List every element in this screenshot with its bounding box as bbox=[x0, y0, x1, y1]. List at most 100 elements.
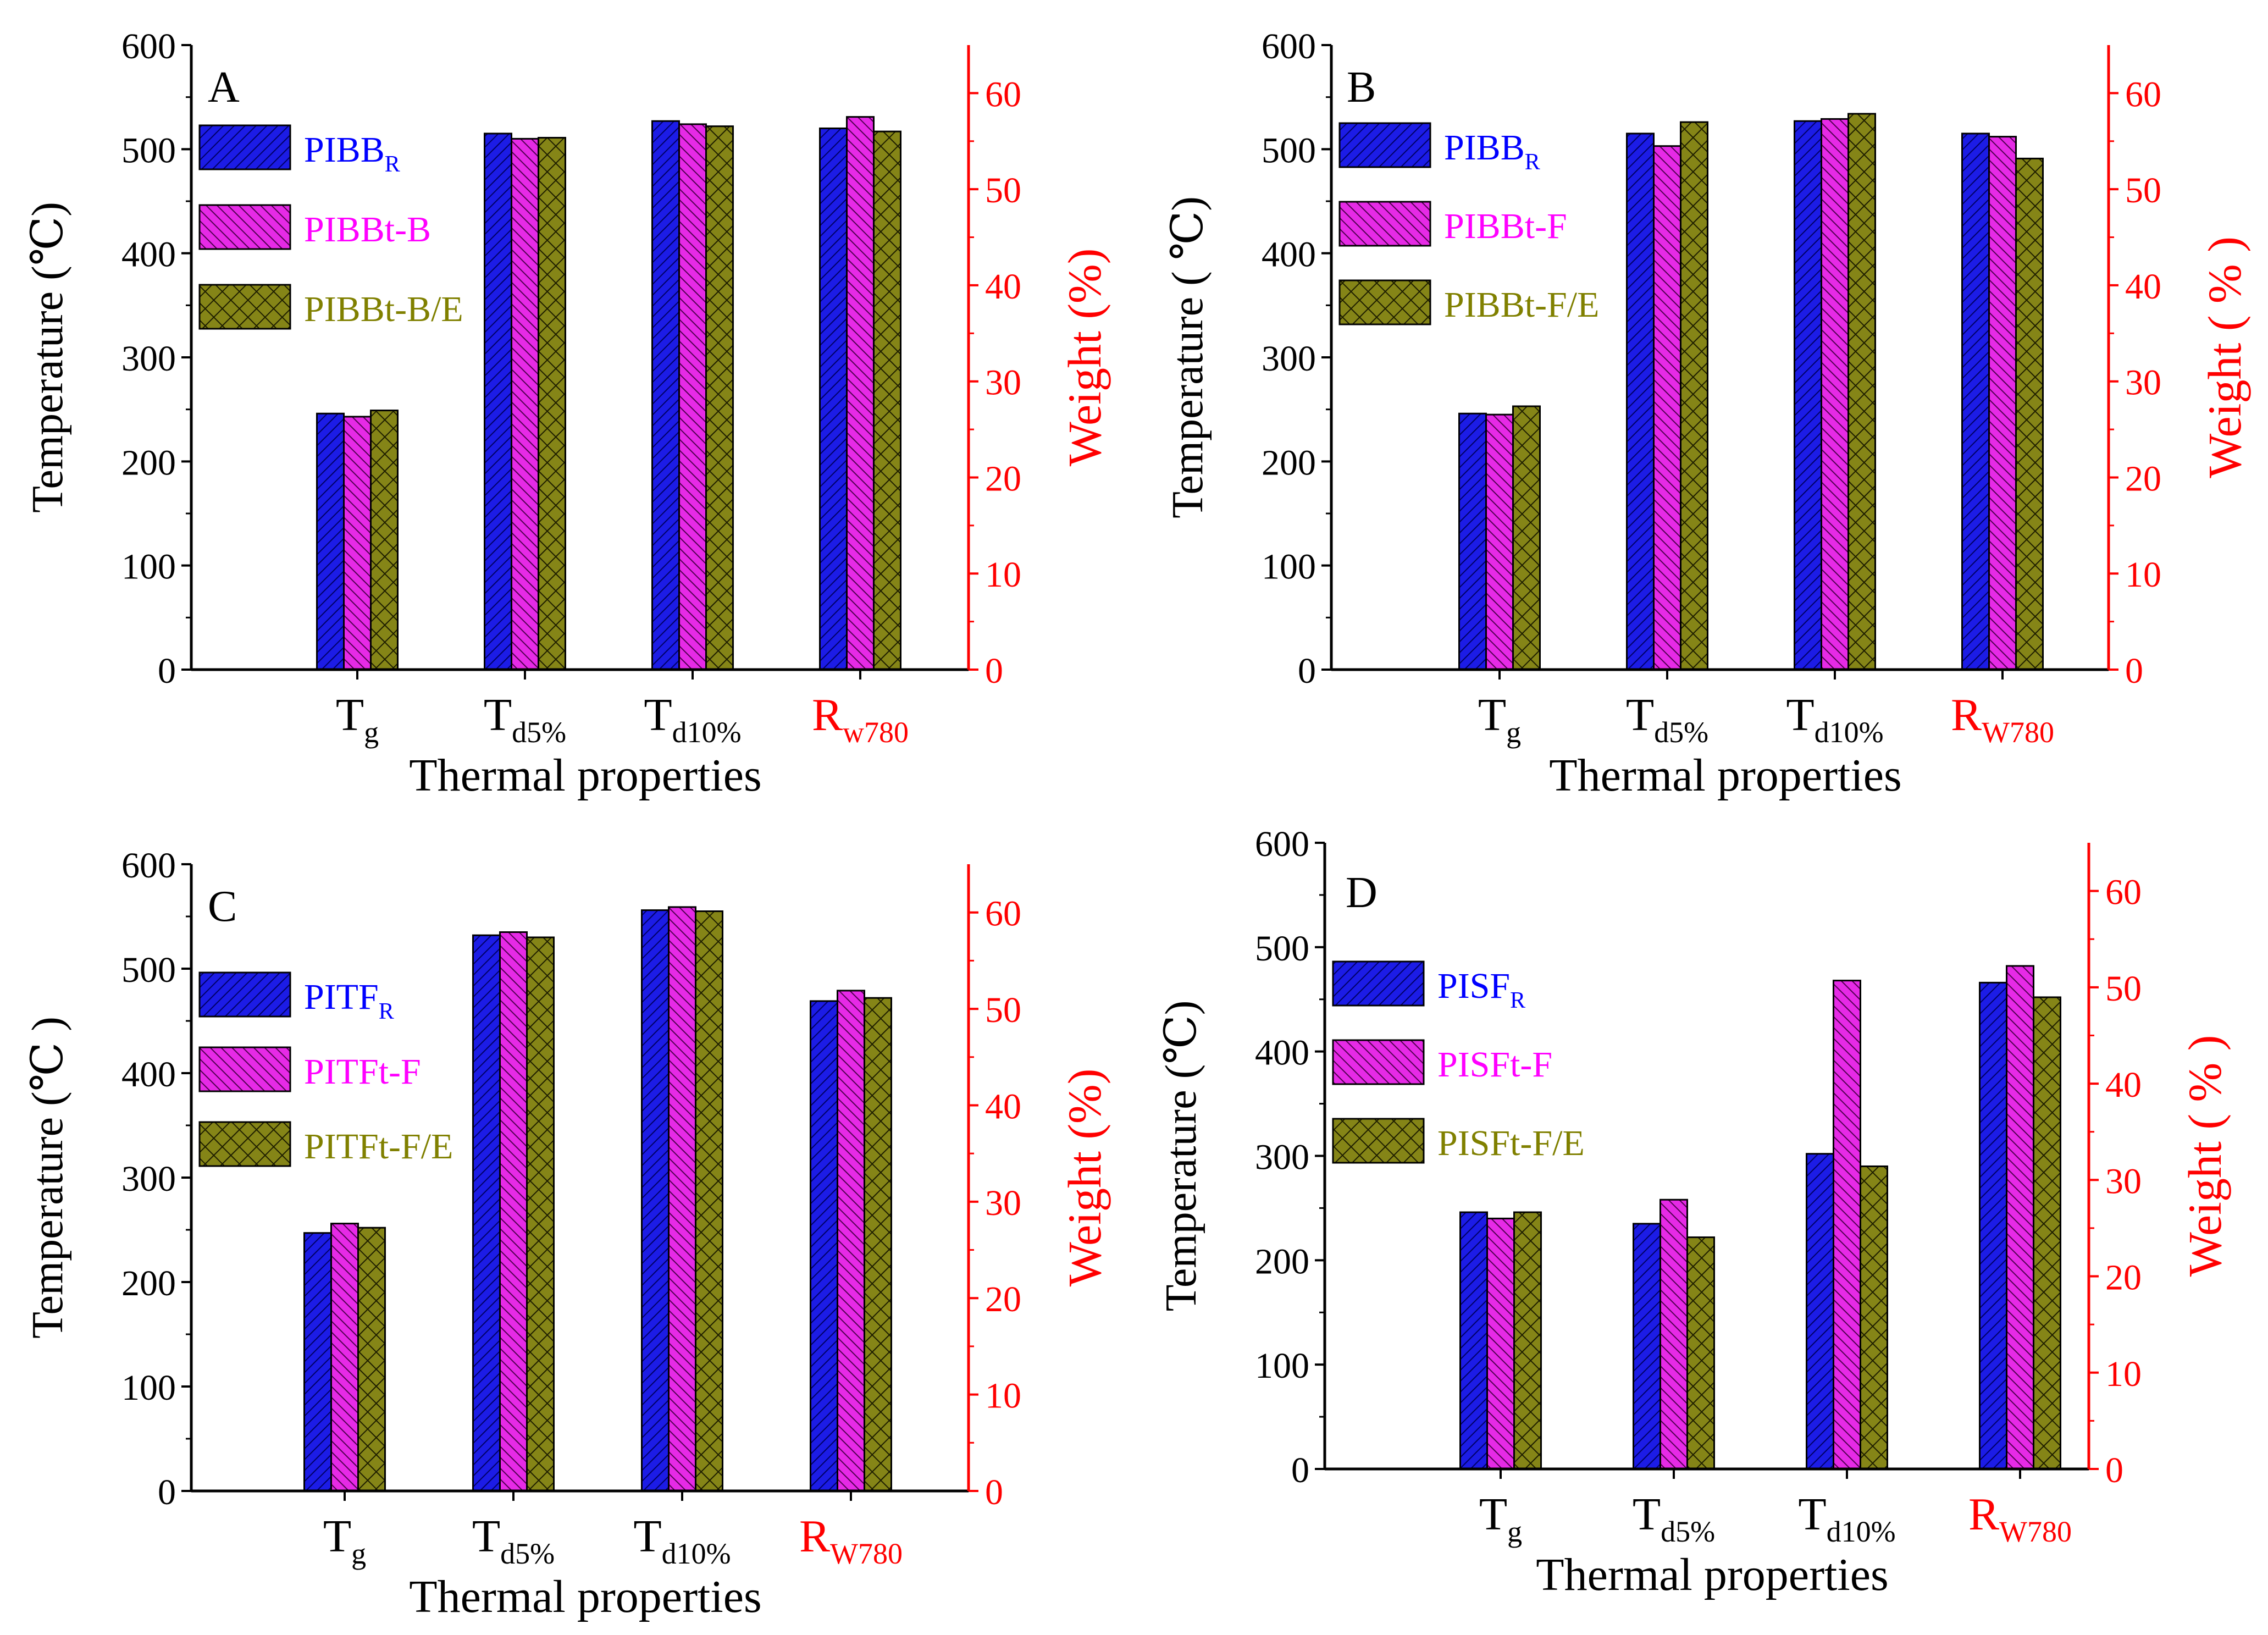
left-y-tick-label: 0 bbox=[1291, 1450, 1309, 1490]
bar-d-s3-c4 bbox=[2033, 996, 2061, 1470]
legend-swatch-2 bbox=[198, 204, 291, 250]
left-y-tick-label: 600 bbox=[121, 26, 176, 67]
legend-sub: R bbox=[1525, 150, 1540, 175]
right-y-tick-label: 20 bbox=[2105, 1258, 2142, 1298]
legend-name: PIBBt-B bbox=[304, 209, 431, 250]
legend-name: PITFt-F bbox=[304, 1052, 421, 1092]
right-y-tick-label: 10 bbox=[2125, 555, 2161, 595]
left-y-tick-label: 100 bbox=[121, 547, 176, 587]
x-axis-title: Thermal properties bbox=[409, 1571, 761, 1622]
bar-c-s1-c1 bbox=[303, 1232, 332, 1492]
legend-swatch-1 bbox=[198, 124, 291, 170]
left-y-tick-label: 200 bbox=[121, 443, 176, 483]
legend-swatch-2 bbox=[1332, 1039, 1425, 1085]
right-y-tick-label: 50 bbox=[2105, 969, 2142, 1009]
legend-name: PIBB bbox=[1444, 128, 1525, 168]
x-tick-main: R bbox=[1951, 689, 1982, 741]
x-tick-label-1: Tg bbox=[336, 689, 379, 749]
legend-swatch-3 bbox=[198, 1121, 291, 1167]
legend-swatch-3 bbox=[198, 284, 291, 330]
bar-d-s2-c2 bbox=[1659, 1198, 1688, 1470]
right-y-tick-label: 40 bbox=[985, 267, 1021, 307]
right-y-tick-label: 10 bbox=[985, 555, 1021, 595]
x-tick-main: T bbox=[1478, 689, 1506, 741]
legend-name: PIBB bbox=[304, 130, 385, 170]
x-tick-label-3: Td10% bbox=[1786, 689, 1883, 749]
x-tick-main: R bbox=[799, 1511, 830, 1562]
left-y-tick-label: 200 bbox=[121, 1263, 176, 1303]
bar-c-s2-c4 bbox=[837, 990, 865, 1492]
x-tick-label-4: Rw780 bbox=[812, 689, 909, 749]
legend-label-1: PIBBR bbox=[304, 130, 400, 177]
bar-c-s1-c3 bbox=[641, 909, 670, 1492]
left-y-tick-label: 100 bbox=[1255, 1346, 1309, 1386]
x-tick-label-3: Td10% bbox=[1798, 1489, 1895, 1548]
bar-d-s1-c2 bbox=[1633, 1223, 1661, 1470]
right-y-tick-label: 0 bbox=[2125, 651, 2143, 691]
x-tick-label-3: Td10% bbox=[633, 1511, 731, 1570]
x-tick-label-2: Td5% bbox=[484, 689, 566, 749]
left-y-tick-label: 400 bbox=[121, 1054, 176, 1095]
bar-a-s2-c4 bbox=[846, 116, 875, 671]
y2-axis-title: Weight ( % ) bbox=[2198, 236, 2251, 478]
bar-a-s3-c1 bbox=[370, 410, 399, 671]
left-y-tick-label: 600 bbox=[1262, 26, 1316, 67]
bar-b-s3-c3 bbox=[1847, 113, 1876, 671]
x-tick-sub: g bbox=[364, 716, 379, 749]
x-tick-label-3: Td10% bbox=[644, 689, 741, 749]
x-tick-main: R bbox=[1968, 1489, 1999, 1540]
legend-name: PITFt-F/E bbox=[304, 1126, 453, 1167]
x-axis-title: Thermal properties bbox=[1549, 750, 1901, 801]
legend-name: PITF bbox=[304, 977, 379, 1017]
bar-c-s1-c4 bbox=[810, 1000, 838, 1492]
bar-a-s3-c3 bbox=[705, 125, 734, 671]
right-y-tick-label: 50 bbox=[2125, 170, 2161, 211]
right-y-tick-label: 20 bbox=[2125, 459, 2161, 499]
legend-label-1: PISFR bbox=[1437, 966, 1525, 1013]
legend-label-3: PIBBt-F/E bbox=[1444, 285, 1599, 325]
x-tick-main: T bbox=[323, 1511, 351, 1562]
x-tick-main: T bbox=[633, 1511, 661, 1562]
bar-b-s3-c1 bbox=[1512, 405, 1541, 671]
right-y-tick-label: 40 bbox=[2105, 1065, 2142, 1105]
legend-swatch-1 bbox=[198, 971, 291, 1018]
left-y-tick-label: 0 bbox=[158, 1472, 176, 1512]
bar-d-s2-c4 bbox=[2006, 965, 2034, 1470]
x-tick-label-4: RW780 bbox=[1968, 1489, 2072, 1548]
x-tick-label-2: Td5% bbox=[1626, 689, 1708, 749]
x-tick-main: T bbox=[1479, 1489, 1507, 1540]
bar-a-s1-c1 bbox=[316, 412, 345, 671]
right-y-tick-label: 60 bbox=[2105, 872, 2142, 913]
legend-swatch-3 bbox=[1338, 279, 1431, 325]
bar-d-s1-c3 bbox=[1806, 1153, 1834, 1470]
bar-b-s2-c3 bbox=[1821, 118, 1849, 671]
legend-sub: R bbox=[385, 152, 400, 177]
x-tick-main: T bbox=[1626, 689, 1654, 741]
legend-label-2: PITFt-F bbox=[304, 1052, 421, 1092]
x-axis-title: Thermal properties bbox=[409, 750, 761, 801]
left-y-tick-label: 500 bbox=[121, 950, 176, 990]
legend-label-3: PITFt-F/E bbox=[304, 1126, 453, 1167]
legend-sub: R bbox=[379, 999, 394, 1024]
legend-sub: R bbox=[1510, 988, 1525, 1013]
panel-letter: A bbox=[208, 63, 240, 112]
y-axis-title: Temperature (℃) bbox=[1157, 1001, 1205, 1312]
x-axis-title: Thermal properties bbox=[1536, 1549, 1888, 1600]
right-y-tick-label: 10 bbox=[985, 1376, 1021, 1416]
right-y-tick-label: 20 bbox=[985, 459, 1021, 499]
right-y-tick-label: 0 bbox=[2105, 1450, 2123, 1490]
right-y-tick-label: 50 bbox=[985, 990, 1021, 1030]
panel-letter: C bbox=[208, 882, 237, 931]
left-y-tick-label: 600 bbox=[121, 846, 176, 886]
right-y-tick-label: 30 bbox=[985, 363, 1021, 403]
bar-b-s2-c1 bbox=[1485, 413, 1514, 671]
legend-name: PIBBt-B/E bbox=[304, 289, 463, 329]
x-tick-sub: d5% bbox=[512, 716, 566, 749]
x-tick-label-2: Td5% bbox=[472, 1511, 555, 1570]
legend-swatch-3 bbox=[1332, 1118, 1425, 1164]
x-tick-sub: W780 bbox=[1999, 1515, 2072, 1548]
left-y-tick-label: 500 bbox=[1262, 130, 1316, 170]
right-y-tick-label: 60 bbox=[985, 74, 1021, 114]
